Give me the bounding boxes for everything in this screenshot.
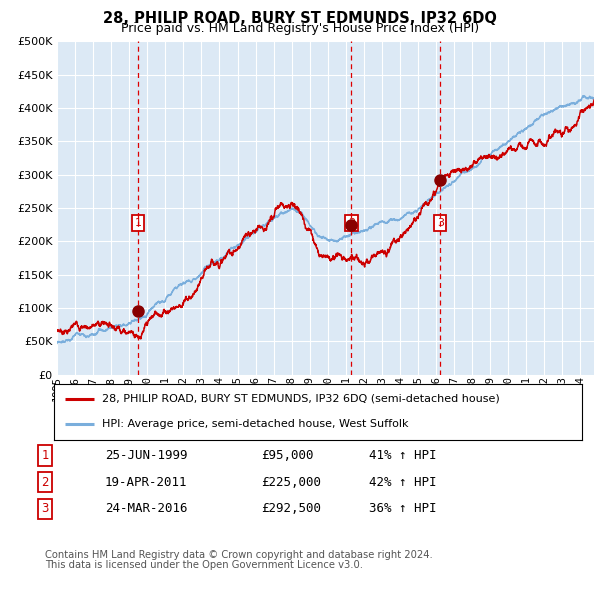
Text: 1: 1 <box>134 218 142 228</box>
Text: 1: 1 <box>41 449 49 462</box>
Text: 42% ↑ HPI: 42% ↑ HPI <box>369 476 437 489</box>
Text: HPI: Average price, semi-detached house, West Suffolk: HPI: Average price, semi-detached house,… <box>101 419 408 430</box>
Text: This data is licensed under the Open Government Licence v3.0.: This data is licensed under the Open Gov… <box>45 560 363 571</box>
Text: 2: 2 <box>41 476 49 489</box>
Text: 25-JUN-1999: 25-JUN-1999 <box>105 449 187 462</box>
Text: 28, PHILIP ROAD, BURY ST EDMUNDS, IP32 6DQ (semi-detached house): 28, PHILIP ROAD, BURY ST EDMUNDS, IP32 6… <box>101 394 499 404</box>
Text: £95,000: £95,000 <box>261 449 314 462</box>
Text: £292,500: £292,500 <box>261 502 321 515</box>
Text: 41% ↑ HPI: 41% ↑ HPI <box>369 449 437 462</box>
Text: £225,000: £225,000 <box>261 476 321 489</box>
Text: 28, PHILIP ROAD, BURY ST EDMUNDS, IP32 6DQ: 28, PHILIP ROAD, BURY ST EDMUNDS, IP32 6… <box>103 11 497 25</box>
Text: 3: 3 <box>437 218 444 228</box>
Text: 2: 2 <box>347 218 355 228</box>
Text: Contains HM Land Registry data © Crown copyright and database right 2024.: Contains HM Land Registry data © Crown c… <box>45 550 433 560</box>
Text: 24-MAR-2016: 24-MAR-2016 <box>105 502 187 515</box>
Text: 3: 3 <box>41 502 49 515</box>
Text: Price paid vs. HM Land Registry's House Price Index (HPI): Price paid vs. HM Land Registry's House … <box>121 22 479 35</box>
Text: 36% ↑ HPI: 36% ↑ HPI <box>369 502 437 515</box>
Text: 19-APR-2011: 19-APR-2011 <box>105 476 187 489</box>
